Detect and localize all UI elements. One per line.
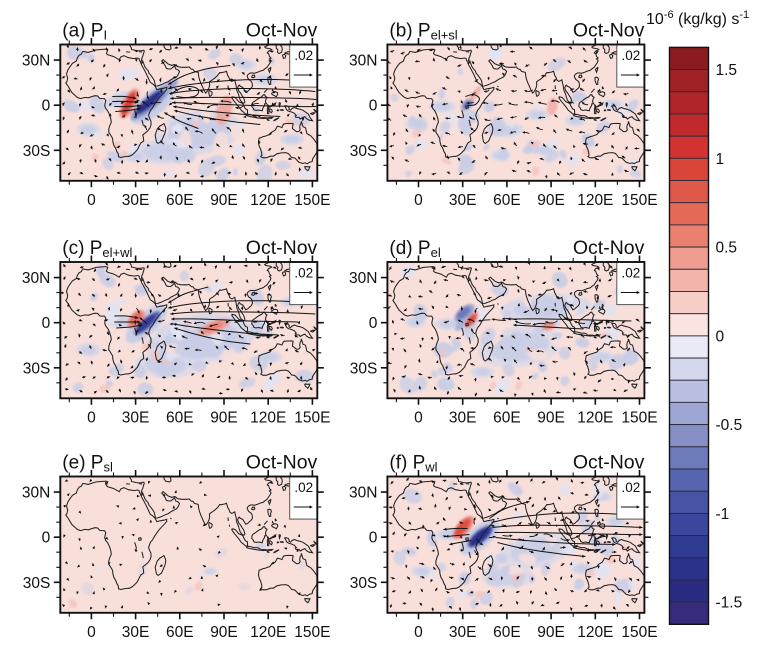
svg-text:120E: 120E [250, 624, 286, 641]
svg-text:120E: 120E [577, 624, 613, 641]
svg-text:30E: 30E [122, 624, 150, 641]
svg-text:60E: 60E [166, 624, 194, 641]
svg-text:150E: 150E [294, 409, 330, 426]
svg-text:.02: .02 [294, 48, 313, 63]
svg-text:Oct-Nov: Oct-Nov [573, 452, 645, 474]
svg-text:30E: 30E [449, 624, 477, 641]
svg-text:.02: .02 [622, 48, 641, 63]
svg-text:Oct-Nov: Oct-Nov [246, 20, 318, 42]
svg-text:0: 0 [87, 192, 96, 209]
svg-text:-1.5: -1.5 [716, 595, 743, 612]
svg-text:150E: 150E [294, 192, 330, 209]
svg-text:0: 0 [414, 624, 423, 641]
svg-text:30S: 30S [23, 360, 51, 377]
svg-text:60E: 60E [166, 192, 194, 209]
svg-text:0: 0 [716, 328, 725, 345]
svg-text:30N: 30N [22, 485, 50, 502]
svg-text:Oct-Nov: Oct-Nov [573, 20, 645, 42]
svg-text:0.5: 0.5 [716, 240, 738, 257]
svg-text:0: 0 [87, 409, 96, 426]
svg-text:Oct-Nov: Oct-Nov [246, 237, 318, 259]
svg-text:1: 1 [716, 151, 725, 168]
svg-text:0: 0 [42, 315, 51, 332]
svg-text:60E: 60E [166, 409, 194, 426]
svg-text:60E: 60E [493, 192, 521, 209]
svg-text:Oct-Nov: Oct-Nov [573, 237, 645, 259]
svg-text:0: 0 [414, 192, 423, 209]
svg-text:.02: .02 [294, 480, 313, 495]
svg-text:30S: 30S [23, 575, 51, 592]
svg-text:0: 0 [42, 530, 51, 547]
svg-text:0: 0 [369, 530, 378, 547]
svg-text:0: 0 [369, 315, 378, 332]
svg-text:0: 0 [87, 624, 96, 641]
svg-text:90E: 90E [537, 192, 565, 209]
svg-text:30E: 30E [449, 409, 477, 426]
svg-text:30N: 30N [349, 270, 377, 287]
svg-text:30S: 30S [23, 143, 51, 160]
svg-text:30S: 30S [350, 575, 378, 592]
svg-text:90E: 90E [537, 409, 565, 426]
svg-text:90E: 90E [210, 624, 238, 641]
svg-text:30E: 30E [122, 409, 150, 426]
svg-text:(a) PI: (a) PI [62, 21, 107, 43]
svg-text:120E: 120E [577, 192, 613, 209]
svg-text:90E: 90E [210, 409, 238, 426]
svg-text:60E: 60E [493, 624, 521, 641]
svg-text:.02: .02 [294, 266, 313, 281]
svg-text:30N: 30N [349, 485, 377, 502]
svg-text:-0.5: -0.5 [716, 417, 743, 434]
svg-text:30E: 30E [449, 192, 477, 209]
svg-text:0: 0 [369, 98, 378, 115]
svg-text:-1: -1 [716, 506, 730, 523]
svg-text:120E: 120E [250, 409, 286, 426]
svg-text:120E: 120E [577, 409, 613, 426]
svg-text:30S: 30S [350, 143, 378, 160]
svg-text:Oct-Nov: Oct-Nov [246, 452, 318, 474]
svg-text:60E: 60E [493, 409, 521, 426]
svg-text:30N: 30N [22, 53, 50, 70]
svg-text:0: 0 [42, 98, 51, 115]
svg-text:150E: 150E [621, 192, 657, 209]
svg-text:.02: .02 [622, 480, 641, 495]
svg-text:90E: 90E [210, 192, 238, 209]
svg-text:(e) Psl: (e) Psl [62, 453, 113, 475]
svg-text:120E: 120E [250, 192, 286, 209]
svg-text:90E: 90E [537, 624, 565, 641]
svg-text:30N: 30N [349, 53, 377, 70]
svg-text:150E: 150E [621, 409, 657, 426]
svg-text:1.5: 1.5 [716, 62, 738, 79]
svg-text:30E: 30E [122, 192, 150, 209]
svg-text:150E: 150E [294, 624, 330, 641]
svg-text:30N: 30N [22, 270, 50, 287]
svg-text:(d) Pel: (d) Pel [389, 238, 440, 260]
svg-text:30S: 30S [350, 360, 378, 377]
svg-text:0: 0 [414, 409, 423, 426]
svg-text:150E: 150E [621, 624, 657, 641]
svg-text:10-6 (kg/kg) s-1: 10-6 (kg/kg) s-1 [646, 9, 749, 28]
svg-text:.02: .02 [622, 266, 641, 281]
